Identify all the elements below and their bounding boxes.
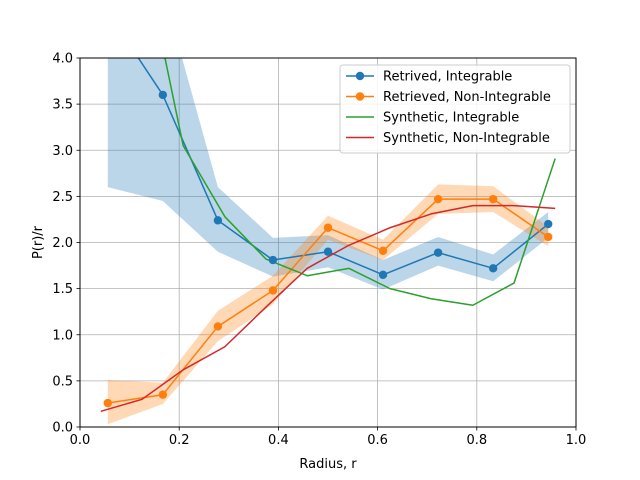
y-tick-label: 3.5: [52, 98, 73, 113]
x-tick-label: 0.4: [268, 433, 289, 448]
y-tick-label: 0.0: [52, 421, 73, 436]
y-tick-label: 2.0: [52, 236, 73, 251]
point-series-0: [488, 264, 498, 273]
y-tick-label: 0.5: [52, 374, 73, 389]
y-tick-label: 3.0: [52, 144, 73, 159]
point-series-0: [433, 248, 443, 257]
series-markers: [103, 90, 553, 408]
line-series-2: [164, 58, 556, 306]
legend-label-1: Retrieved, Non-Integrable: [383, 90, 551, 105]
confidence-bands: [107, 58, 549, 425]
band-series-1: [107, 184, 549, 425]
legend-marker-0: [355, 71, 365, 81]
point-series-1: [378, 246, 388, 256]
legend: Retrived, Integrable Retrieved, Non-Integ…: [339, 64, 571, 154]
point-series-0: [213, 216, 223, 225]
point-series-1: [158, 390, 168, 399]
point-series-0: [158, 90, 168, 100]
legend-label-3: Synthetic, Non-Integrable: [383, 131, 550, 146]
point-series-1: [488, 194, 498, 204]
point-series-1: [268, 286, 278, 295]
y-tick-label: 1.0: [52, 328, 73, 343]
x-tick-label: 0.2: [169, 433, 190, 448]
x-axis-label: Radius, r: [299, 457, 357, 472]
y-tick-label: 4.0: [52, 52, 73, 67]
point-series-1: [103, 398, 112, 408]
legend-marker-1: [355, 92, 365, 101]
band-series-0: [107, 58, 549, 290]
y-axis-label: P(r)/r: [31, 225, 46, 259]
point-series-1: [544, 232, 553, 242]
legend-box: [339, 64, 571, 154]
x-tick-label: 1.0: [566, 433, 587, 448]
x-tick-label: 0.0: [70, 433, 91, 448]
legend-label-2: Synthetic, Integrable: [383, 111, 519, 126]
point-series-0: [323, 247, 333, 256]
point-series-0: [378, 270, 388, 279]
point-series-1: [433, 194, 443, 204]
point-series-1: [323, 223, 333, 232]
y-tick-label: 2.5: [52, 190, 73, 205]
point-series-1: [213, 322, 223, 331]
point-series-0: [268, 255, 278, 265]
y-tick-label: 1.5: [52, 282, 73, 297]
x-tick-label: 0.6: [367, 433, 388, 448]
line-series-3: [100, 204, 556, 413]
point-series-0: [544, 219, 553, 229]
legend-label-0: Retrived, Integrable: [383, 70, 512, 85]
axis-ticks: 0.0 0.2 0.4 0.6 0.8 1.0 0.0 0.5 1.0 1.5 2.0 2.5 3.0 3…: [52, 52, 586, 449]
x-tick-label: 0.8: [466, 433, 487, 448]
